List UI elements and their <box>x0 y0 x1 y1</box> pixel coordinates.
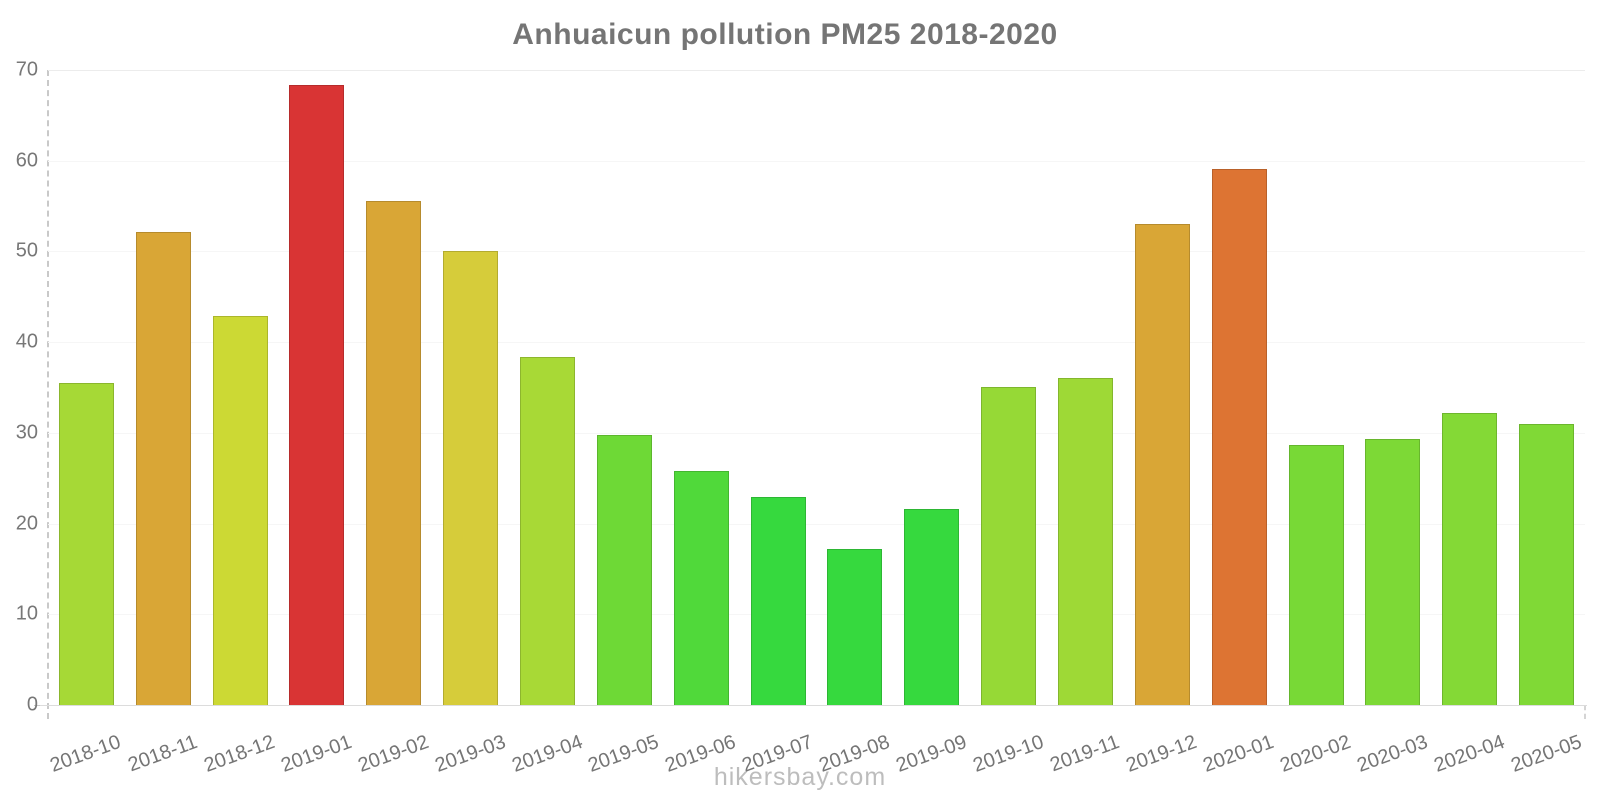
y-tick-label-70: 70 <box>15 58 38 81</box>
bar-2018-10[interactable] <box>58 382 114 705</box>
plot-area: 0 10 20 30 40 50 60 70 2018-10 2018-11 2018-12 2019… <box>16 59 1587 777</box>
bar-2019-11[interactable] <box>1057 377 1113 705</box>
y-tick-label-40: 40 <box>15 330 38 353</box>
gridline-30 <box>48 432 1585 434</box>
y-tick-label-20: 20 <box>15 512 38 535</box>
bar-2018-12[interactable] <box>212 315 268 705</box>
bar-2019-04[interactable] <box>520 356 576 705</box>
bar-2020-01[interactable] <box>1211 168 1267 705</box>
bar-2018-11[interactable] <box>135 232 191 705</box>
gridline-20 <box>48 523 1585 525</box>
bar-2019-06[interactable] <box>673 470 729 705</box>
chart-title: Anhuaicun pollution PM25 2018-2020 <box>512 18 1058 51</box>
gridline-40 <box>48 342 1585 344</box>
bar-2019-03[interactable] <box>443 251 499 705</box>
bar-2020-03[interactable] <box>1365 439 1421 705</box>
bar-2019-12[interactable] <box>1134 224 1190 705</box>
x-axis-baseline <box>40 705 1587 706</box>
bar-2019-05[interactable] <box>596 434 652 705</box>
bar-2020-04[interactable] <box>1442 412 1498 705</box>
bar-2020-02[interactable] <box>1288 444 1344 705</box>
bar-2019-10[interactable] <box>981 386 1037 705</box>
bar-2019-09[interactable] <box>904 509 960 705</box>
bar-2020-05[interactable] <box>1519 423 1575 705</box>
y-tick-label-50: 50 <box>15 239 38 262</box>
y-tick-label-30: 30 <box>15 421 38 444</box>
y-tick-label-60: 60 <box>15 149 38 172</box>
gridline-70 <box>48 70 1585 71</box>
bar-2019-07[interactable] <box>750 497 806 705</box>
bar-2019-08[interactable] <box>827 548 883 705</box>
bar-2019-02[interactable] <box>366 200 422 705</box>
gridline-60 <box>48 160 1585 162</box>
x-axis-right-tick <box>1584 705 1586 719</box>
bar-2019-01[interactable] <box>289 85 345 705</box>
y-tick-label-0: 0 <box>26 693 38 716</box>
y-axis-line <box>47 70 49 719</box>
watermark-link[interactable]: hikersbay.com <box>713 763 887 791</box>
y-tick-label-10: 10 <box>15 602 38 625</box>
gridline-50 <box>48 251 1585 253</box>
gridline-10 <box>48 614 1585 616</box>
